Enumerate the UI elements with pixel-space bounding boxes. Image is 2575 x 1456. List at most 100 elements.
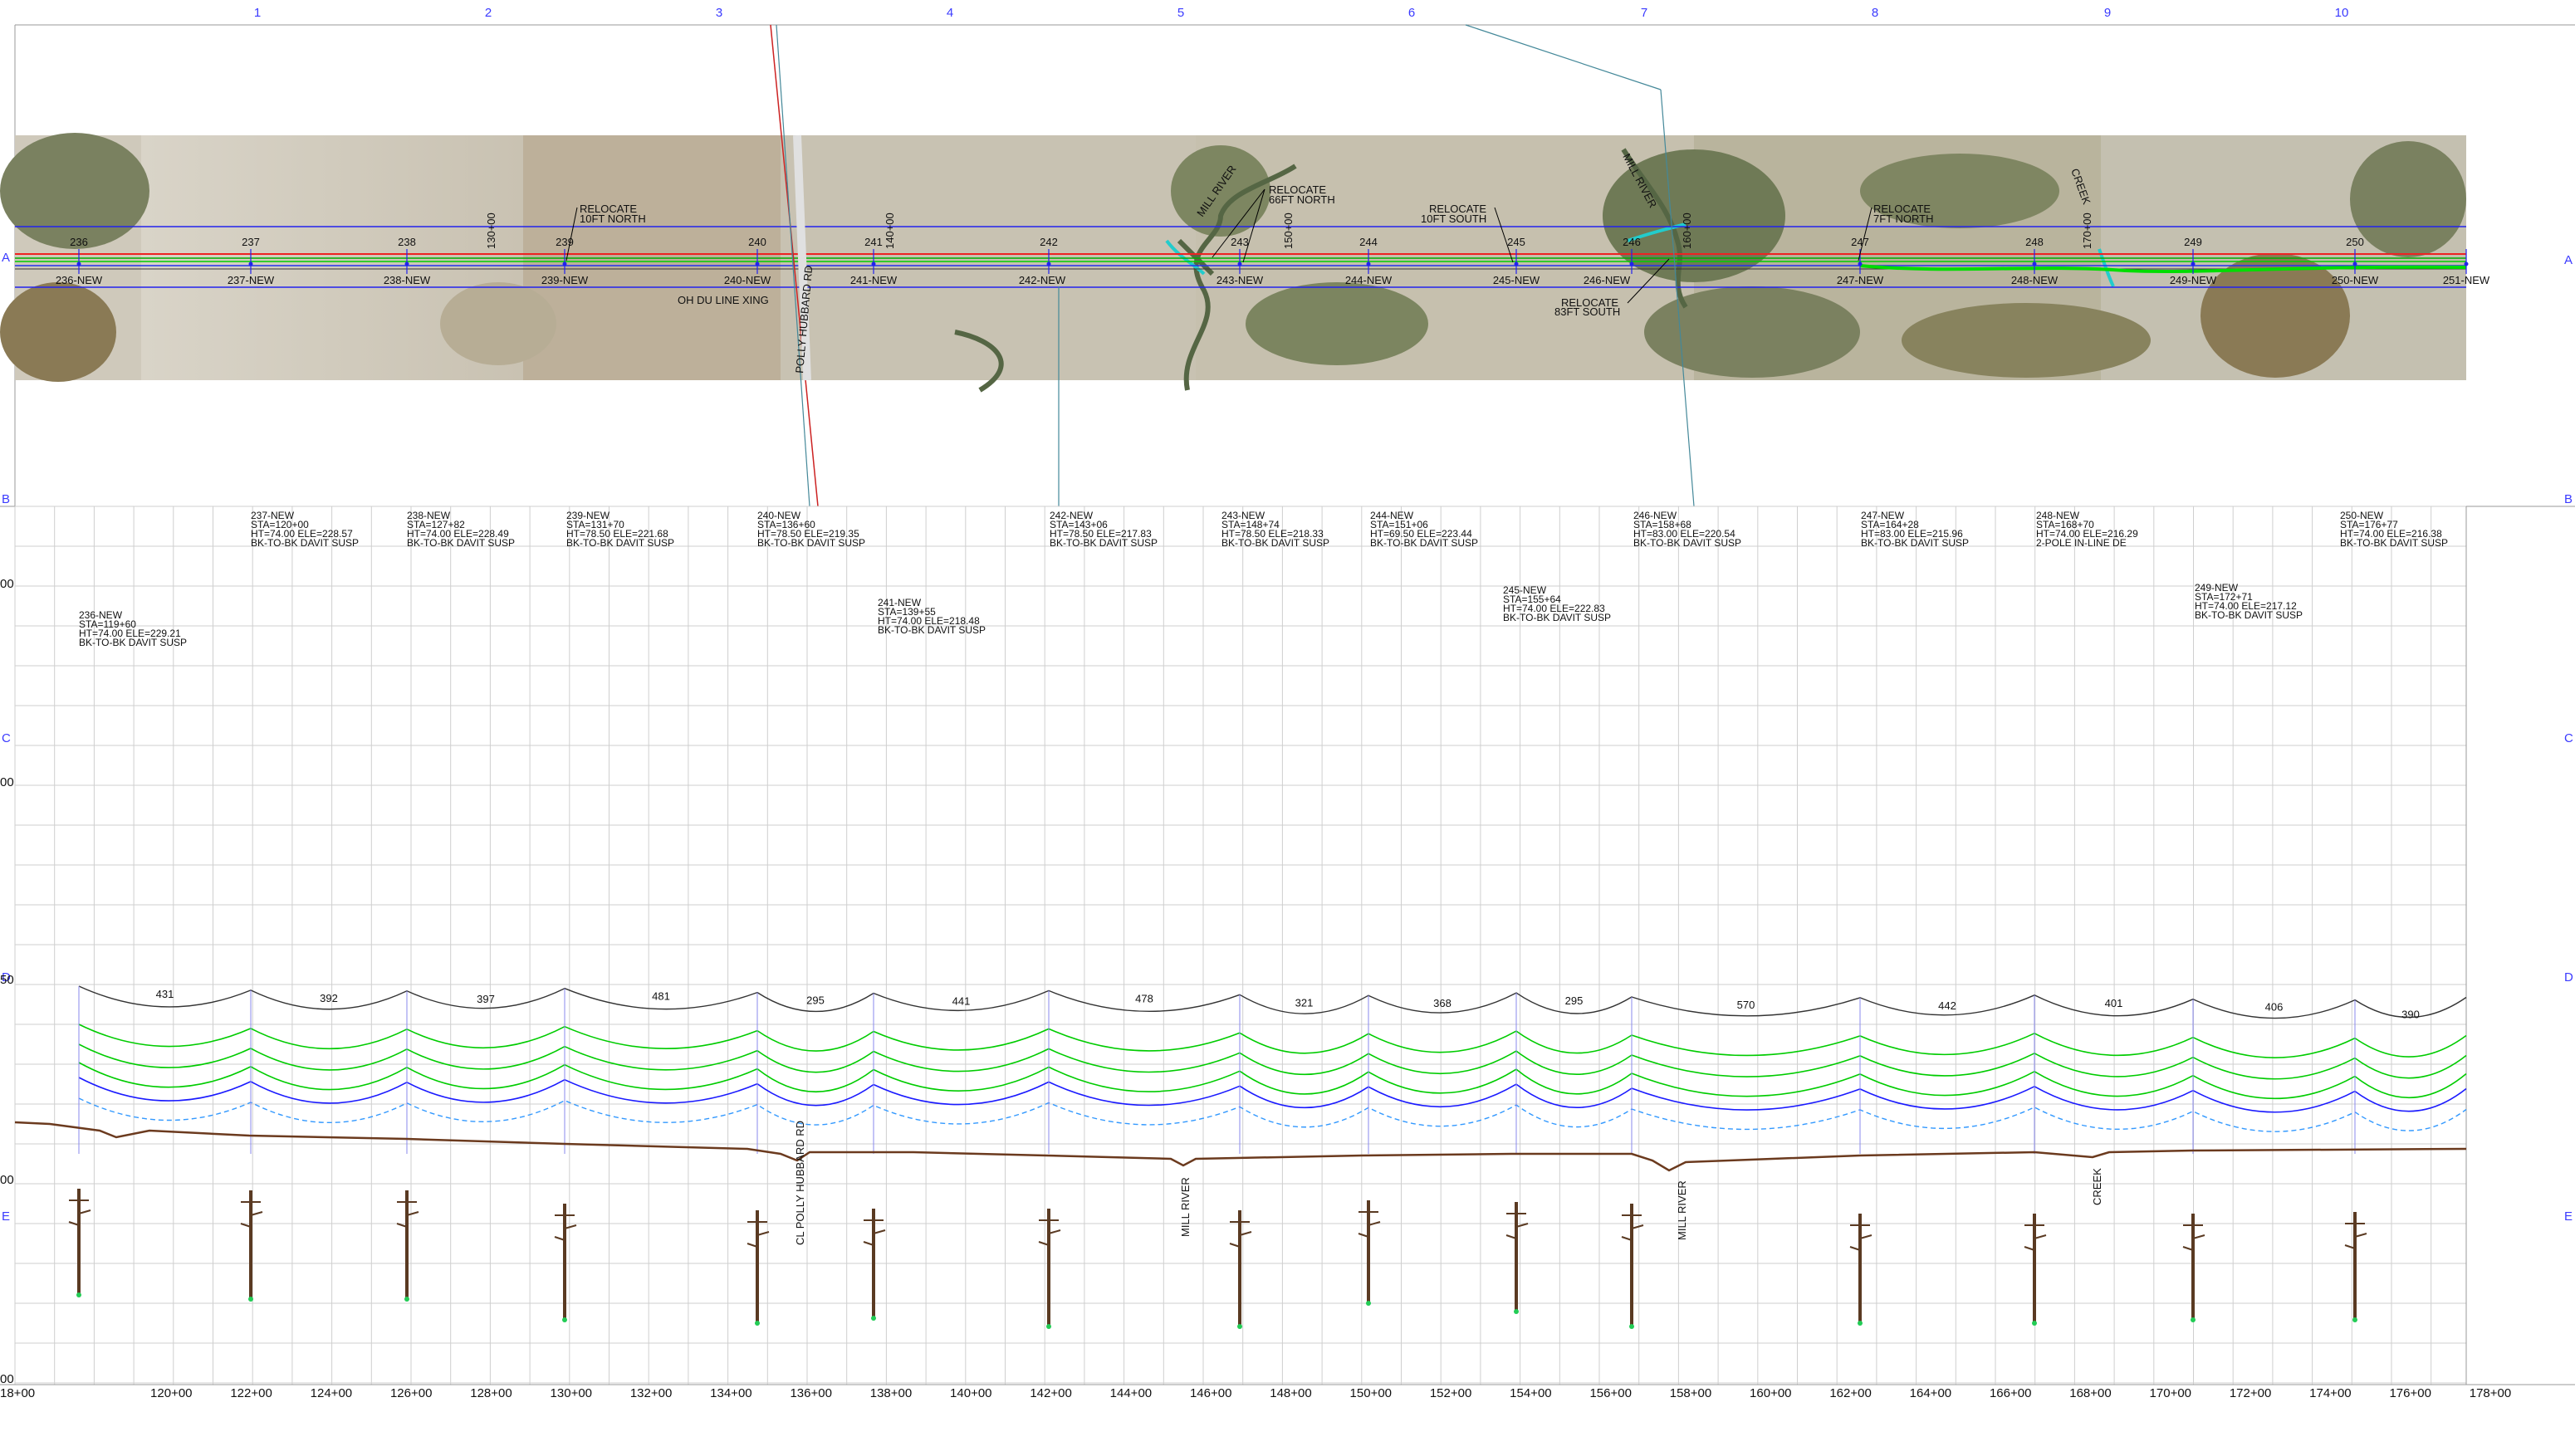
relocate-note-247-line2: 7FT NORTH [1873, 213, 1933, 225]
plan-pole-236-NEW: 236 236-NEW [56, 236, 103, 286]
structure-type: 2-POLE IN-LINE DE [2036, 537, 2127, 549]
plan-pole-237-NEW: 237 237-NEW [228, 236, 275, 286]
elevation-label-1: 00 [0, 577, 14, 591]
span-length: 392 [320, 992, 338, 1004]
span-length-labels: 431 392 397 481 295 441 478 321 368 295 570 442 401 4… [156, 988, 2420, 1021]
pole-elevation-242 [1038, 1209, 1061, 1329]
pole-elevation-239 [554, 1204, 577, 1322]
structure-type: BK-TO-BK DAVIT SUSP [2340, 537, 2448, 549]
plan-pole-name: 248-NEW [2011, 274, 2059, 286]
station-label: 148+00 [1270, 1386, 1311, 1400]
grid-col-4: 4 [947, 6, 953, 20]
structure-type: BK-TO-BK DAVIT SUSP [1370, 537, 1478, 549]
grid-col-1: 1 [254, 6, 261, 20]
span-length: 481 [652, 990, 670, 1003]
plan-pole-249-NEW: 249 249-NEW [2170, 236, 2217, 286]
structure-station: STA=155+64 [1503, 594, 1561, 605]
structure-name: 250-NEW [2340, 510, 2384, 521]
plan-pole-name: 241-NEW [850, 274, 898, 286]
station-label: 132+00 [630, 1386, 672, 1400]
plan-pole-dot [1858, 261, 1863, 266]
grid-row-c-left: C [2, 731, 11, 745]
structure-station: STA=143+06 [1050, 519, 1108, 530]
relocate-note-239-line2: 10FT NORTH [580, 213, 646, 225]
creek-label-profile: CREEK [2091, 1168, 2103, 1205]
grid-row-d-right: D [2564, 970, 2573, 985]
span-length: 295 [806, 994, 825, 1007]
plan-pole-number: 244 [1359, 236, 1378, 248]
station-label: 144+00 [1110, 1386, 1152, 1400]
structure-station: STA=127+82 [407, 519, 465, 530]
structure-station: STA=131+70 [566, 519, 624, 530]
grid-col-3: 3 [716, 6, 722, 20]
plan-view: 130+00 140+00 150+00 160+00 170+00 23623… [0, 24, 2490, 507]
relocate-note-243: RELOCATE 66FT NORTH [1212, 183, 1335, 263]
relocate-note-247-line1: RELOCATE [1873, 203, 1931, 215]
station-label: 166+00 [1990, 1386, 2031, 1400]
structure-station: STA=151+06 [1370, 519, 1428, 530]
grid-row-c-right: C [2564, 731, 2573, 745]
structure-height-elevation: HT=78.50 ELE=221.68 [566, 528, 668, 540]
structure-name: 241-NEW [878, 597, 922, 608]
pole-elevation-244 [1358, 1200, 1381, 1306]
plan-pole-name: 238-NEW [384, 274, 431, 286]
structure-height-elevation: HT=78.50 ELE=219.35 [757, 528, 859, 540]
structure-name: 245-NEW [1503, 584, 1547, 596]
plan-pole-dot [2191, 261, 2196, 266]
elevation-labels-partial: 00 00 50 00 00 [0, 577, 14, 1386]
plan-pole-248-NEW: 248 248-NEW [2011, 236, 2059, 286]
plan-station-160: 160+00 [1681, 213, 1693, 249]
station-label: 164+00 [1910, 1386, 1951, 1400]
plan-pole-dot [1514, 261, 1519, 266]
plan-pole-243-NEW: 243 243-NEW [1217, 236, 1264, 286]
relocate-note-239-line1: RELOCATE [580, 203, 637, 215]
plan-pole-250-NEW: 250 250-NEW [2332, 236, 2379, 286]
grid-col-10: 10 [2335, 6, 2349, 20]
structure-height-elevation: HT=78.50 ELE=218.33 [1221, 528, 1324, 540]
span-length: 368 [1433, 997, 1451, 1009]
dashed-clearance [78, 1097, 2467, 1132]
relocate-note-245: RELOCATE 10FT SOUTH [1421, 203, 1514, 263]
station-label: 146+00 [1190, 1386, 1231, 1400]
span-length: 321 [1295, 996, 1314, 1009]
structure-height-elevation: HT=74.00 ELE=217.12 [2195, 600, 2297, 612]
structure-name: 238-NEW [407, 510, 451, 521]
relocate-note-243-line2: 66FT NORTH [1269, 193, 1335, 206]
structure-type: BK-TO-BK DAVIT SUSP [1050, 537, 1158, 549]
plan-station-140: 140+00 [884, 213, 896, 249]
grid-col-5: 5 [1177, 6, 1184, 20]
structure-height-elevation: HT=78.50 ELE=217.83 [1050, 528, 1152, 540]
span-length: 406 [2265, 1001, 2284, 1014]
relocate-note-245-line1: RELOCATE [1429, 203, 1486, 215]
plan-pole-name: 246-NEW [1584, 274, 1631, 286]
plan-pole-name: 245-NEW [1493, 274, 1540, 286]
plan-pole-246-NEW: 246 246-NEW [1584, 236, 1641, 286]
plan-pole-dot [2352, 261, 2357, 266]
grid-row-a-left: A [2, 251, 10, 265]
tree-cover [0, 133, 149, 249]
relocate-notes: RELOCATE 10FT NORTH RELOCATE 66FT NORTH … [565, 183, 1933, 318]
plan-pole-markers: 236236-NEW237237-NEW238238-NEW239239-NEW… [56, 236, 2490, 286]
structure-name: 240-NEW [757, 510, 801, 521]
structure-station: STA=172+71 [2195, 591, 2253, 603]
structure-type: BK-TO-BK DAVIT SUSP [566, 537, 674, 549]
grid-row-b-right: B [2564, 492, 2573, 506]
plan-pole-dot [1046, 261, 1051, 266]
relocate-note-239: RELOCATE 10FT NORTH [565, 203, 646, 261]
plan-station-150: 150+00 [1282, 213, 1295, 249]
span-length: 295 [1565, 994, 1584, 1007]
plan-pole-number: 250 [2346, 236, 2364, 248]
lower-conductor [78, 1077, 2467, 1113]
upper-conductor [78, 1024, 2467, 1058]
structure-station: STA=158+68 [1633, 519, 1691, 530]
plan-pole-dot [76, 261, 81, 266]
relocate-note-246: RELOCATE 83FT SOUTH [1554, 258, 1670, 318]
profile-view: 00 00 50 00 00 236-NEWSTA=119+60HT=74.00… [0, 506, 2575, 1400]
grid-row-b-left: B [2, 492, 10, 506]
plan-pole-dot [871, 261, 876, 266]
